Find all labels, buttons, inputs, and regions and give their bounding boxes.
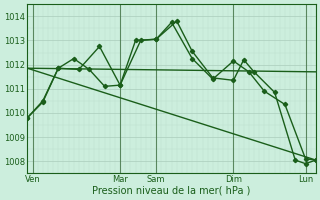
X-axis label: Pression niveau de la mer( hPa ): Pression niveau de la mer( hPa ) — [92, 186, 251, 196]
